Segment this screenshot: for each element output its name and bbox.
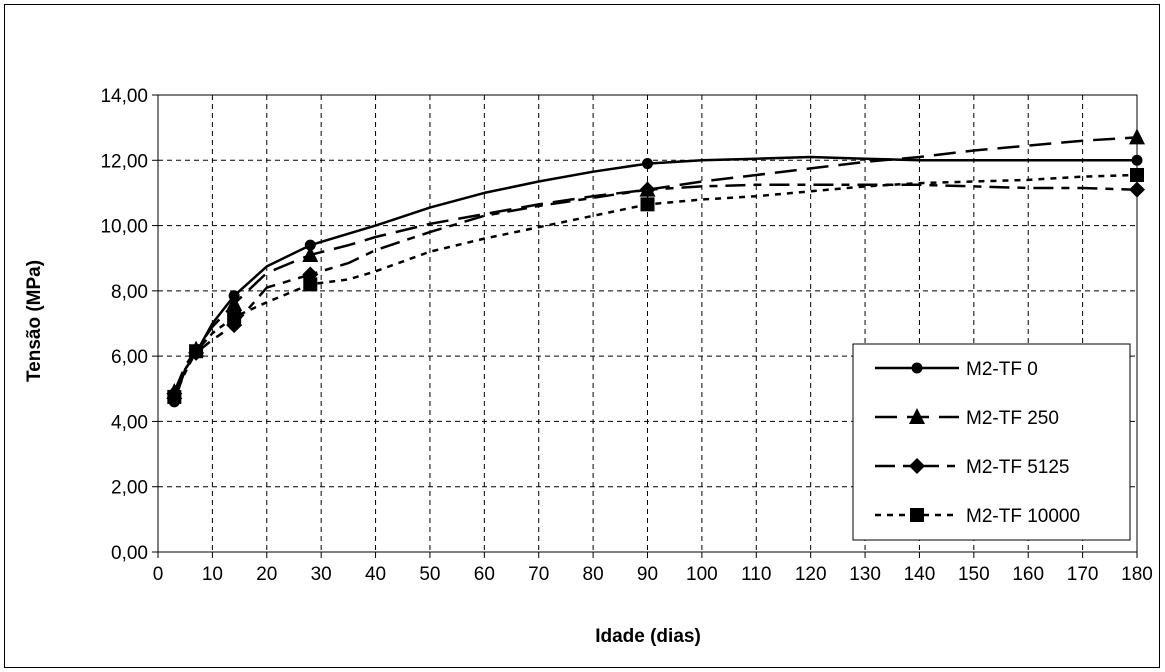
legend: M2-TF 0 M2-TF 250 M2-TF 5125 M2-TF 10000 xyxy=(852,343,1131,541)
point-marker xyxy=(911,362,923,374)
series-line xyxy=(173,173,1138,398)
point-marker xyxy=(304,239,316,251)
y-tick-label: 8,00 xyxy=(111,282,148,303)
point-marker xyxy=(642,158,653,170)
point-marker xyxy=(226,294,243,311)
x-tick-label: 30 xyxy=(311,564,332,585)
legend-label: M2-TF 5125 xyxy=(966,457,1069,478)
y-axis-title: Tensão (MPa) xyxy=(24,260,45,382)
x-tick-label: 150 xyxy=(958,564,990,585)
point-marker xyxy=(1129,181,1145,198)
x-tick-label: 170 xyxy=(1067,564,1099,585)
series-line xyxy=(173,155,1137,403)
y-tick-label: 4,00 xyxy=(111,412,148,433)
legend-label: M2-TF 0 xyxy=(966,359,1038,380)
point-marker xyxy=(227,309,242,324)
series-m2-tf-10000 xyxy=(167,167,1144,404)
series-group xyxy=(166,128,1145,408)
y-tick-label: 6,00 xyxy=(111,347,148,368)
point-marker xyxy=(909,408,925,424)
point-marker xyxy=(167,389,182,404)
x-tick-label: 40 xyxy=(365,564,386,585)
x-tick-label: 90 xyxy=(637,564,658,585)
point-marker xyxy=(303,277,318,292)
legend-box xyxy=(852,343,1131,541)
point-marker xyxy=(189,344,204,359)
x-tick-label: 80 xyxy=(583,564,604,585)
x-tick-label: 60 xyxy=(474,564,495,585)
y-tick-label: 0,00 xyxy=(111,543,148,564)
point-marker xyxy=(1129,128,1145,145)
point-marker xyxy=(909,458,925,474)
point-marker xyxy=(1131,154,1143,166)
series-line xyxy=(173,136,1138,393)
y-tick-label: 14,00 xyxy=(100,86,148,107)
legend-item: M2-TF 0 xyxy=(875,359,1038,380)
x-tick-label: 100 xyxy=(686,564,718,585)
legend-label: M2-TF 10000 xyxy=(966,506,1080,527)
x-tick-label: 180 xyxy=(1121,564,1153,585)
point-marker xyxy=(910,508,924,522)
point-marker xyxy=(640,197,655,212)
x-tick-label: 130 xyxy=(849,564,881,585)
point-marker xyxy=(302,245,319,262)
x-tick-label: 0 xyxy=(153,564,164,585)
x-tick-label: 20 xyxy=(256,564,277,585)
x-tick-label: 110 xyxy=(741,564,771,585)
x-axis-title: Idade (dias) xyxy=(595,626,701,647)
legend-item: M2-TF 10000 xyxy=(875,506,1080,527)
legend-item: M2-TF 250 xyxy=(875,408,1059,429)
point-marker xyxy=(1130,167,1144,182)
chart-frame xyxy=(4,4,1160,668)
plot-area-border xyxy=(157,94,1138,553)
y-tick-label: 10,00 xyxy=(100,217,148,238)
series-line xyxy=(173,183,1138,395)
legend-item: M2-TF 5125 xyxy=(875,457,1069,478)
y-tick-label: 2,00 xyxy=(111,478,148,499)
x-tick-label: 70 xyxy=(528,564,549,585)
x-tick-label: 120 xyxy=(795,564,827,585)
point-marker xyxy=(639,181,656,198)
x-tick-label: 140 xyxy=(904,564,936,585)
axes: 0 10 20 30 40 50 60 70 80 90 100 110 120 130 140 150 160… xyxy=(100,86,1152,585)
y-tick-label: 12,00 xyxy=(100,151,148,172)
x-tick-label: 10 xyxy=(202,564,223,585)
legend-label: M2-TF 250 xyxy=(966,408,1059,429)
x-tick-label: 160 xyxy=(1012,564,1044,585)
x-tick-label: 50 xyxy=(419,564,440,585)
